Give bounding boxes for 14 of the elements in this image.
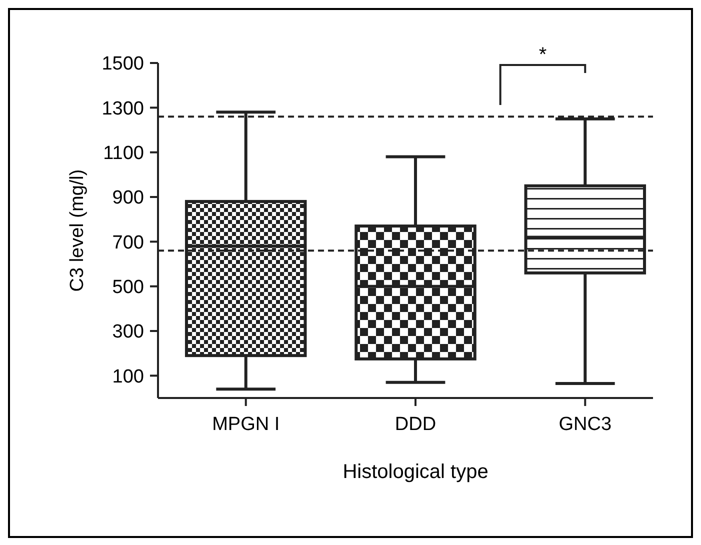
y-tick-label: 700 bbox=[112, 232, 144, 254]
x-tick-label: DDD bbox=[394, 414, 436, 435]
y-tick-label: 900 bbox=[112, 188, 144, 209]
y-tick-label: 100 bbox=[112, 366, 144, 388]
y-tick-label: 1100 bbox=[103, 142, 144, 164]
y-tick-label: 1500 bbox=[102, 54, 144, 75]
annotation: * bbox=[538, 44, 547, 66]
y-tick-label: 500 bbox=[112, 276, 144, 298]
y-tick-label: 300 bbox=[112, 322, 144, 343]
x-tick-label: MPGN I bbox=[212, 414, 280, 435]
x-tick-label: GNC3 bbox=[558, 414, 612, 435]
y-axis-title: C3 level (mg/l) bbox=[67, 169, 88, 292]
y-tick-label: 1300 bbox=[102, 98, 144, 120]
x-axis-title: Histological type bbox=[342, 461, 488, 483]
